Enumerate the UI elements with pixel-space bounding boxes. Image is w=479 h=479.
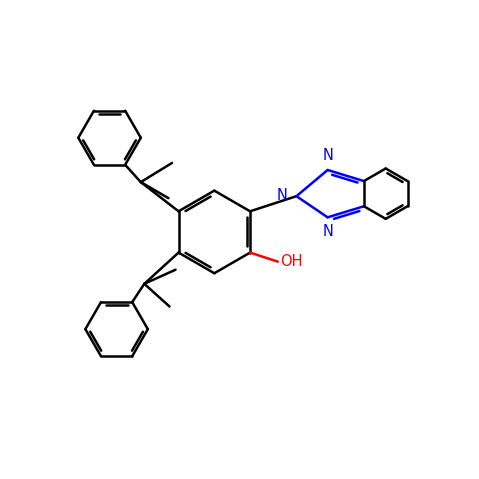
Text: OH: OH <box>280 254 302 269</box>
Text: N: N <box>276 188 287 203</box>
Text: N: N <box>322 148 333 163</box>
Text: N: N <box>322 224 333 239</box>
